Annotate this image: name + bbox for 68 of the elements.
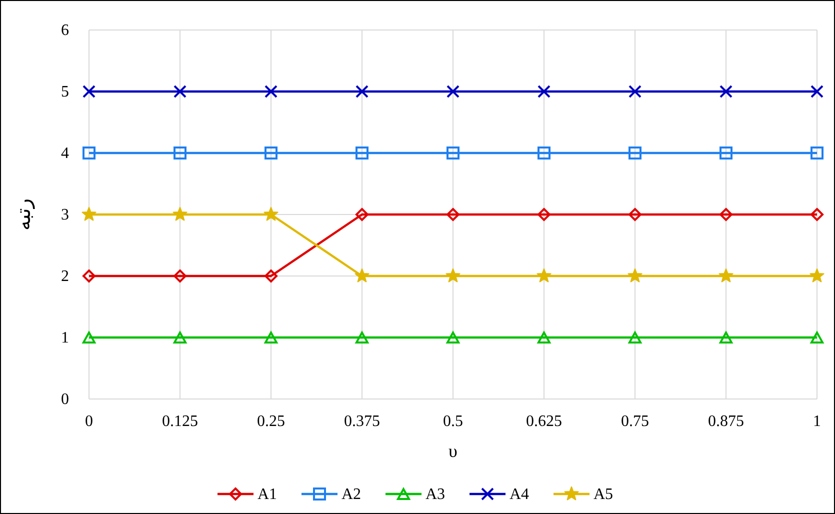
x-tick-label: 0.125: [162, 413, 198, 430]
point: [720, 332, 732, 344]
point: [82, 85, 96, 98]
point: [810, 146, 824, 160]
x-tick-label: 0.5: [443, 413, 463, 430]
point: [720, 85, 732, 98]
point: [446, 85, 460, 98]
point: [264, 206, 278, 221]
point: [356, 332, 368, 344]
x-tick-label: 0.875: [708, 413, 744, 430]
x-tick-label: 0: [85, 413, 93, 430]
y-tick-label: 1: [61, 330, 69, 346]
x-tick-label: 0.75: [621, 413, 649, 430]
point: [82, 270, 96, 282]
point: [538, 208, 550, 221]
y-axis-title: رتبه: [11, 198, 35, 230]
y-tick-label: 4: [61, 145, 69, 162]
point: [628, 146, 642, 160]
legend-label: A2: [342, 486, 362, 503]
point: [356, 208, 368, 221]
point: [174, 146, 186, 160]
point: [720, 208, 732, 221]
point: [82, 332, 96, 344]
point: [538, 332, 550, 344]
point: [354, 268, 370, 282]
point: [720, 146, 732, 160]
legend-label: A1: [258, 486, 278, 503]
point: [174, 85, 186, 98]
point: [356, 146, 368, 160]
legend-label: A4: [510, 486, 530, 503]
x-tick-label: 0.25: [257, 413, 285, 430]
point: [446, 208, 460, 221]
point: [174, 332, 186, 344]
point: [264, 85, 278, 98]
legend-label: A3: [426, 486, 446, 503]
point: [264, 270, 278, 282]
point: [810, 85, 824, 98]
point: [628, 332, 642, 344]
y-tick-label: 3: [61, 206, 69, 224]
y-tick-label: 5: [61, 84, 69, 100]
point: [718, 268, 734, 282]
x-tick-label: 0.375: [344, 413, 380, 430]
point: [446, 146, 460, 160]
point: [264, 332, 278, 344]
point: [538, 85, 550, 98]
point: [810, 332, 824, 344]
point: [628, 268, 642, 282]
point: [264, 146, 278, 160]
legend-label: A5: [594, 486, 614, 503]
point: [82, 146, 96, 160]
x-tick-label: 0.625: [526, 413, 562, 430]
point: [446, 332, 460, 344]
y-tick-label: 0: [61, 391, 69, 408]
point: [628, 85, 642, 98]
point: [628, 208, 642, 221]
point: [536, 268, 552, 282]
point: [356, 85, 368, 98]
point: [172, 206, 188, 221]
point: [82, 206, 96, 221]
x-tick-label: 1: [813, 413, 821, 430]
point: [810, 268, 824, 282]
point: [538, 146, 550, 160]
x-axis-title: υ: [448, 441, 458, 461]
y-tick-label: 2: [61, 268, 69, 285]
y-tick-label: 6: [61, 22, 69, 39]
point: [174, 270, 186, 282]
point: [446, 268, 460, 282]
point: [810, 208, 824, 221]
